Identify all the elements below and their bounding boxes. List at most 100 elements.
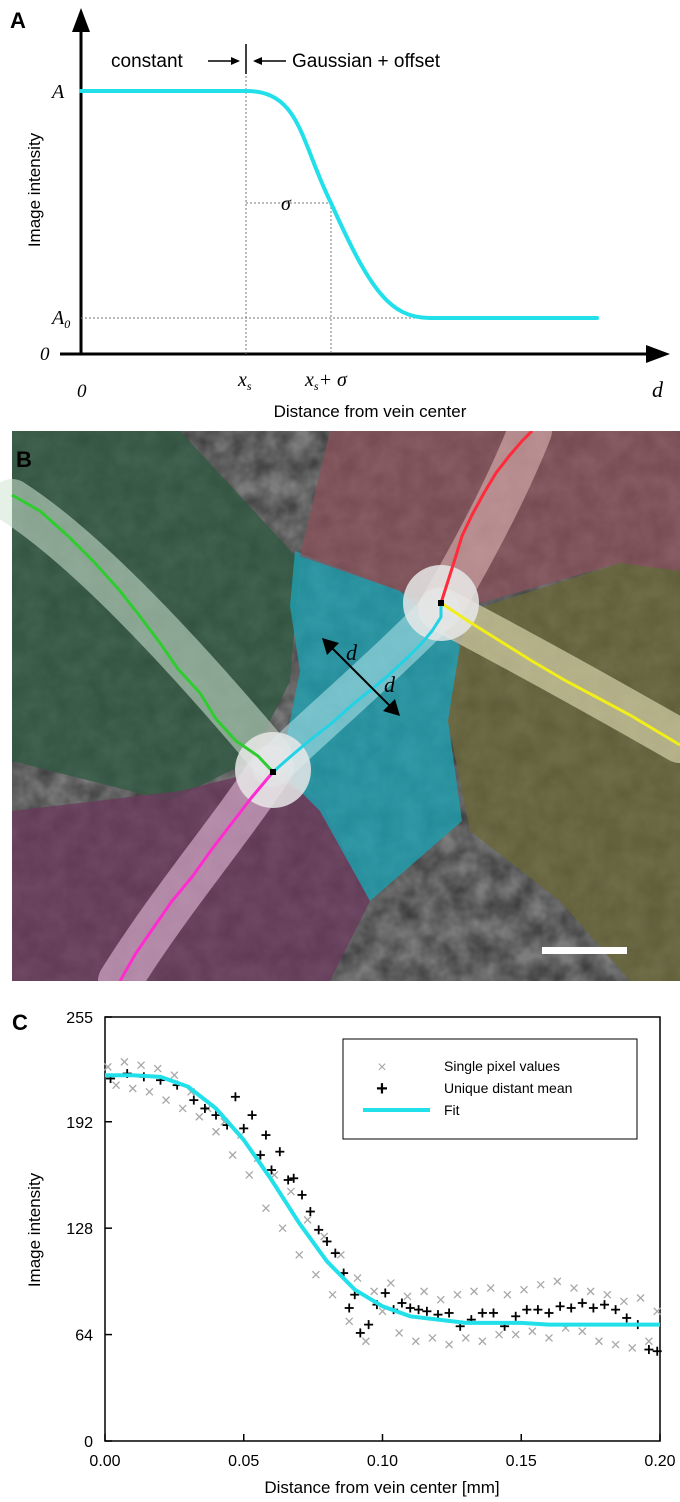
single-pixel-point [536,1280,545,1289]
single-pixel-point [570,1284,578,1292]
mean-point [489,1308,498,1318]
legend: × Single pixel values + Unique distant m… [342,1038,638,1140]
mean-point [652,1346,662,1356]
single-pixel-point [345,1317,354,1326]
legend-mean-label: Unique distant mean [444,1080,572,1096]
mean-point [275,1147,285,1157]
single-pixel-point [503,1290,512,1299]
single-pixel-point [511,1330,520,1339]
panel-b-label: B [16,447,32,472]
single-pixel-point [603,1290,612,1299]
single-pixel-point [628,1343,637,1352]
single-pixel-point [403,1292,412,1301]
single-pixel-point [653,1307,662,1316]
x-tick-xs-sigma-tail: + σ [319,369,348,391]
panel-a-y-label: Image intensity [25,132,44,247]
x-tick-label: 0.10 [367,1453,398,1470]
panel-c-label: C [12,1010,28,1035]
single-pixel-point [303,1215,312,1224]
mean-point [577,1298,587,1308]
mean-point [314,1225,324,1235]
y-tick-a0-sub: 0 [64,317,70,331]
gaussian-model-curve [79,89,599,320]
single-pixel-point [545,1333,553,1342]
y-axis-arrow-icon [72,8,90,32]
panel-c-x-label: Distance from vein center [mm] [264,1478,499,1497]
single-pixel-point [619,1297,628,1306]
vein-trace-cyan [272,605,443,774]
single-pixel-point [103,1062,112,1071]
single-pixel-point [453,1290,462,1299]
single-pixel-point [520,1285,528,1294]
single-pixel-point [170,1071,179,1080]
legend-single-marker-icon: × [377,1059,386,1076]
axis-tick-labels: 0.00 0.05 0.10 0.15 0.20 0 64 128 192 255 [66,1010,675,1470]
single-pixel-point [594,1337,603,1346]
y-tick-a0-main: A [50,307,65,329]
y-tick-zero: 0 [40,344,50,365]
d-double-arrow [325,641,397,713]
single-pixel-point [586,1287,595,1296]
single-pixel-point [128,1084,137,1093]
annotation-gaussian-offset: Gaussian + offset [292,51,441,72]
d-label-upper: d [346,640,358,665]
mean-point [555,1301,565,1311]
single-pixel-point [261,1204,270,1213]
single-pixel-point [145,1087,154,1096]
single-pixel-point [528,1327,537,1336]
x-tick-zero: 0 [77,381,87,402]
mean-point [200,1103,210,1113]
single-pixel-point [112,1081,121,1090]
legend-mean-marker-icon: + [376,1078,388,1100]
single-pixel-point [137,1061,146,1070]
legend-fit-label: Fit [444,1102,460,1118]
legend-single-label: Single pixel values [444,1058,560,1074]
y-tick-a: A [50,81,65,103]
single-pixel-point [478,1337,487,1346]
mean-point [344,1303,354,1313]
x-tick-label: 0.00 [89,1453,120,1470]
mean-point [330,1248,340,1258]
mean-point [397,1298,407,1308]
mean-point [189,1095,199,1105]
x-axis-arrow-icon [646,345,670,363]
mean-point [283,1175,293,1185]
mean-point [305,1207,315,1217]
vein-trace-magenta [118,771,275,981]
arrowhead-right-icon [231,57,240,65]
junction-node-lower [270,769,276,775]
single-pixel-point [611,1340,620,1349]
y-tick-label: 64 [75,1328,93,1345]
single-pixel-point [120,1057,129,1066]
scale-bar [542,947,627,954]
mean-point [289,1173,299,1183]
panel-c-intensity-profile-chart: C 0.00 0.05 0.10 0.15 0.20 0 64 128 192 255 × Sin… [12,1010,676,1497]
single-pixel-point [153,1064,162,1073]
single-pixel-point [445,1340,454,1349]
single-pixel-point [644,1337,653,1346]
single-pixel-point [286,1187,295,1196]
panel-b-vein-image: d d B [0,431,680,981]
mean-point [414,1305,424,1315]
mean-point [211,1110,221,1120]
single-pixel-point [386,1279,395,1287]
mean-point [611,1305,621,1315]
mean-point [239,1123,249,1133]
mean-point [422,1306,432,1316]
mean-point [588,1303,598,1313]
mean-point [355,1328,365,1338]
single-pixel-point [578,1327,587,1336]
single-pixel-point [486,1284,495,1292]
x-tick-xs-sigma-sub: s [314,379,319,393]
d-arrowhead-upper-icon [322,638,339,655]
mean-point [255,1150,265,1160]
mean-point [405,1303,415,1313]
single-pixel-point [353,1274,362,1283]
junction-node-upper [438,600,444,606]
x-tick-label: 0.15 [506,1453,537,1470]
mean-point [544,1308,554,1318]
mean-point [644,1345,654,1355]
axis-ticks [104,1016,661,1442]
arrowhead-left-icon [253,57,262,65]
mean-point [380,1288,390,1298]
